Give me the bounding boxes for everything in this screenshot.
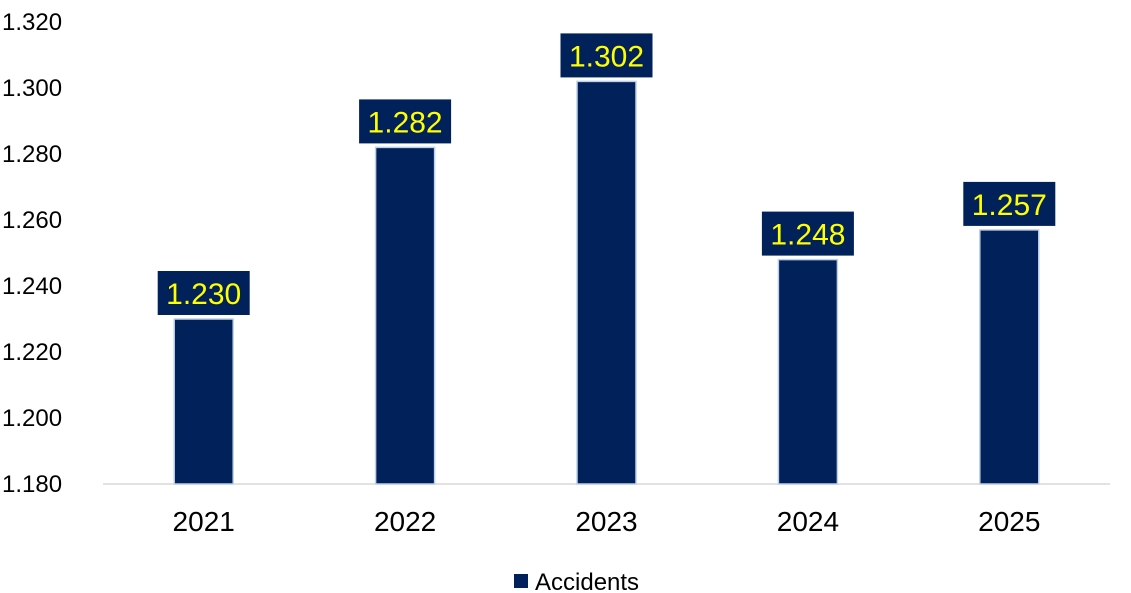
y-tick-label: 1.280 <box>2 141 62 168</box>
x-tick-label-2023: 2023 <box>575 506 637 537</box>
x-tick-label-2022: 2022 <box>374 506 436 537</box>
x-axis: 2021 2022 2023 2024 2025 <box>173 506 1041 537</box>
x-tick-label-2024: 2024 <box>777 506 839 537</box>
y-tick-label: 1.180 <box>2 471 62 498</box>
x-tick-label-2021: 2021 <box>173 506 235 537</box>
bar-2025 <box>979 229 1040 485</box>
bar-2024 <box>777 258 839 485</box>
y-tick-label: 1.220 <box>2 339 62 366</box>
y-tick-label: 1.240 <box>2 273 62 300</box>
data-label-2023: 1.302 <box>569 40 644 73</box>
data-label-box-2025 <box>963 181 1056 226</box>
data-label-2022: 1.282 <box>368 106 443 139</box>
y-tick-label: 1.260 <box>2 207 62 234</box>
bars <box>173 80 1040 485</box>
legend: Accidents <box>514 569 639 593</box>
bar-2023 <box>576 80 637 485</box>
data-label-2025: 1.257 <box>972 189 1047 222</box>
bar-2022 <box>374 146 436 485</box>
y-tick-label: 1.200 <box>2 405 62 432</box>
data-label-box-2021 <box>157 271 250 315</box>
y-tick-label: 1.320 <box>2 9 62 36</box>
data-label-box-2022 <box>359 99 452 144</box>
legend-label-accidents: Accidents <box>535 569 639 593</box>
data-label-2024: 1.248 <box>770 219 845 252</box>
data-labels: 1.230 1.282 1.302 1.248 1.257 <box>157 33 1056 315</box>
data-label-box-2024 <box>761 211 854 256</box>
data-label-box-2023 <box>560 33 653 78</box>
y-tick-label: 1.300 <box>2 75 62 102</box>
y-axis: 1.180 1.200 1.220 1.240 1.260 1.280 1.300 1.320 <box>2 9 62 498</box>
legend-swatch-accidents <box>514 574 528 588</box>
x-tick-label-2025: 2025 <box>978 506 1040 537</box>
bar-2021 <box>173 318 234 485</box>
data-label-2021: 1.230 <box>166 278 241 311</box>
